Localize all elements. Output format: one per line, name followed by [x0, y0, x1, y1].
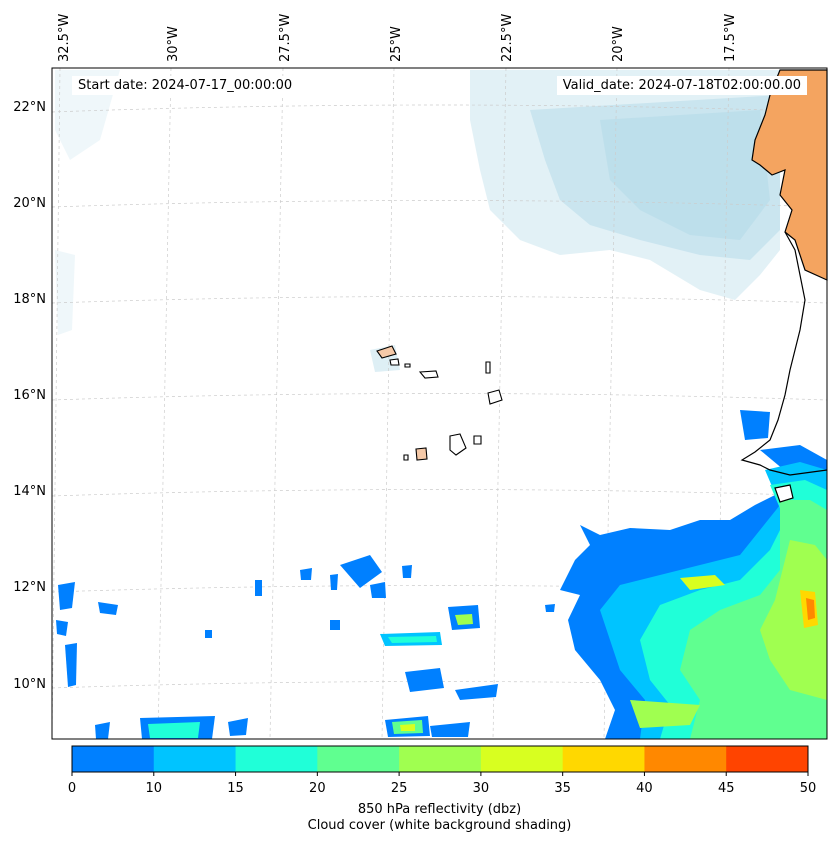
colorbar-swatch [644, 746, 727, 772]
colorbar: 0 10 15 20 25 30 35 40 45 50 [68, 745, 816, 796]
colorbar-sublabel: Cloud cover (white background shading) [307, 818, 572, 833]
colorbar-tick-label: 15 [227, 781, 244, 796]
lon-label: 32.5°W [57, 14, 72, 62]
colorbar-swatch [726, 746, 809, 772]
lat-label: 14°N [13, 484, 46, 499]
colorbar-swatch [72, 746, 155, 772]
lat-label: 20°N [13, 196, 46, 211]
lat-label: 18°N [13, 292, 46, 307]
lon-label: 27.5°W [278, 14, 293, 62]
colorbar-swatch [399, 746, 482, 772]
colorbar-swatch [317, 746, 400, 772]
lon-label: 17.5°W [723, 14, 738, 62]
colorbar-tick-label: 50 [800, 781, 817, 796]
lon-label: 25°W [389, 26, 404, 62]
colorbar-swatches [72, 746, 809, 772]
longitude-labels: 32.5°W 30°W 27.5°W 25°W 22.5°W 20°W 17.5… [57, 14, 738, 62]
valid-date-label: Valid_date: 2024-07-18T02:00:00.00 [556, 76, 807, 95]
lat-label: 12°N [13, 580, 46, 595]
colorbar-label: 850 hPa reflectivity (dbz) [357, 802, 522, 817]
latitude-labels: 22°N 20°N 18°N 16°N 14°N 12°N 10°N [13, 100, 46, 692]
lat-label: 22°N [13, 100, 46, 115]
map-panel [51, 67, 828, 740]
colorbar-swatch [480, 746, 564, 772]
lat-label: 16°N [13, 388, 46, 403]
colorbar-swatch [153, 746, 237, 772]
colorbar-tick-label: 40 [636, 781, 653, 796]
colorbar-swatch [235, 746, 318, 772]
colorbar-tick-label: 10 [146, 781, 163, 796]
colorbar-swatch [562, 746, 645, 772]
land-africa [740, 69, 828, 503]
colorbar-tick-label: 45 [718, 781, 735, 796]
colorbar-tick-label: 20 [309, 781, 326, 796]
colorbar-tick-label: 25 [391, 781, 408, 796]
lat-label: 10°N [13, 677, 46, 692]
reflectivity-field [56, 410, 827, 739]
lon-label: 22.5°W [500, 14, 515, 62]
lon-label: 30°W [166, 26, 181, 62]
lon-label: 20°W [611, 26, 626, 62]
colorbar-tick-label: 35 [554, 781, 571, 796]
islands-cape-verde [376, 345, 503, 461]
colorbar-tick-label: 30 [473, 781, 490, 796]
start-date-label: Start date: 2024-07-17_00:00:00 [72, 76, 299, 95]
colorbar-ticks: 0 10 15 20 25 30 35 40 45 50 [68, 772, 816, 796]
colorbar-tick-label: 0 [68, 781, 76, 796]
